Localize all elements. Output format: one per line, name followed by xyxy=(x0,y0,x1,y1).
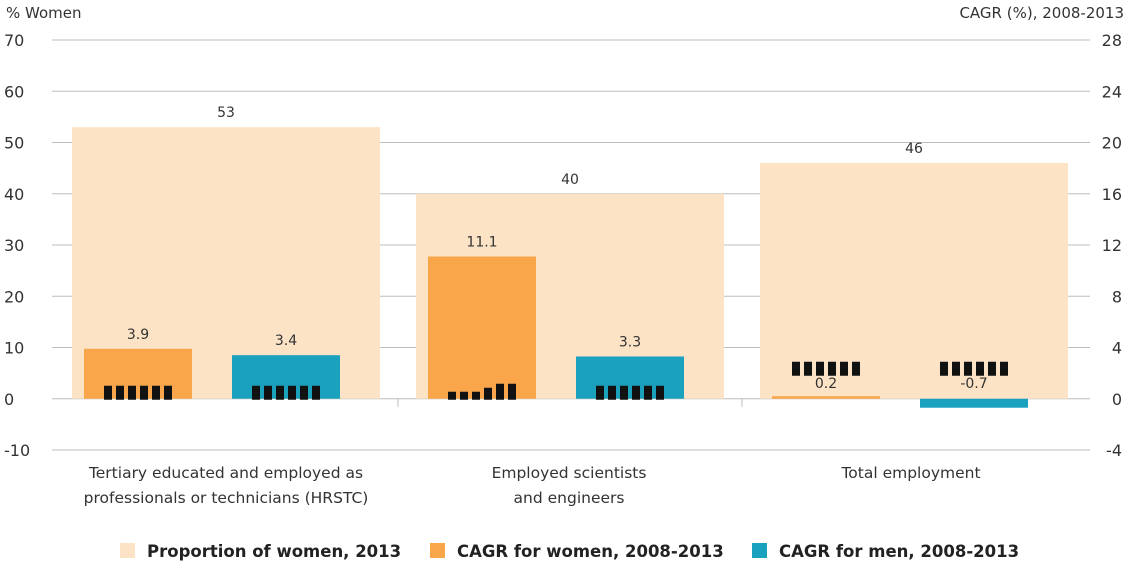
right-tick-label: -4 xyxy=(1106,441,1122,460)
trend-icon-bar xyxy=(300,385,308,400)
cagr-women-bar xyxy=(428,256,536,399)
trend-icon-bar xyxy=(264,385,272,400)
proportion-value-label: 40 xyxy=(561,172,579,188)
trend-icon-bar xyxy=(472,391,480,400)
cagr-women-bar xyxy=(84,348,192,399)
flat-trend-icon xyxy=(252,385,320,400)
right-axis-title: CAGR (%), 2008-2013 xyxy=(959,4,1124,22)
rising-trend-icon xyxy=(448,383,516,400)
trend-icon-bar xyxy=(828,361,836,376)
legend-swatch xyxy=(120,543,135,558)
legend-item: CAGR for women, 2008-2013 xyxy=(430,542,724,561)
legend: Proportion of women, 2013 CAGR for women,… xyxy=(120,542,1019,561)
left-tick-label: 70 xyxy=(4,31,24,50)
right-tick-label: 28 xyxy=(1102,31,1122,50)
cagr-women-value-label: 0.2 xyxy=(815,376,837,392)
trend-icon-bar xyxy=(988,361,996,376)
trend-icon-bar xyxy=(632,385,640,400)
cagr-women-value-label: 3.9 xyxy=(127,327,149,343)
proportion-value-label: 53 xyxy=(217,105,235,121)
flat-trend-icon xyxy=(792,361,860,376)
right-tick-label: 4 xyxy=(1112,339,1122,358)
right-tick-label: 20 xyxy=(1102,134,1122,153)
cagr-men-bar xyxy=(920,398,1028,408)
legend-item: Proportion of women, 2013 xyxy=(120,542,401,561)
trend-icon-bar xyxy=(840,361,848,376)
trend-icon-bar xyxy=(608,385,616,400)
trend-icon-bar xyxy=(252,385,260,400)
trend-icon-bar xyxy=(288,385,296,400)
trend-icons xyxy=(104,361,1008,400)
trend-icon-bar xyxy=(152,385,160,400)
right-tick-label: 24 xyxy=(1102,82,1122,101)
trend-icon-bar xyxy=(448,391,456,400)
category-label: and engineers xyxy=(514,489,625,507)
category-label: Employed scientists xyxy=(492,464,647,482)
right-tick-label: 16 xyxy=(1102,185,1122,204)
left-axis-title: % Women xyxy=(6,4,82,22)
cagr-men-value-label: -0.7 xyxy=(960,376,987,392)
trend-icon-bar xyxy=(460,391,468,400)
legend-label: CAGR for women, 2008-2013 xyxy=(457,542,724,561)
trend-icon-bar xyxy=(140,385,148,400)
left-tick-label: 0 xyxy=(4,390,14,409)
cagr-women-bar xyxy=(772,396,880,399)
flat-trend-icon xyxy=(940,361,1008,376)
trend-icon-bar xyxy=(496,383,504,400)
legend-label: CAGR for men, 2008-2013 xyxy=(779,542,1019,561)
cagr-men-bar xyxy=(232,355,340,399)
trend-icon-bar xyxy=(312,385,320,400)
cagr-women-value-label: 11.1 xyxy=(466,235,497,251)
data-labels: 53 3.9 3.4 40 11.1 3.3 46 0.2 -0.7 xyxy=(127,105,988,392)
cagr-men-value-label: 3.3 xyxy=(619,334,641,350)
category-label: Tertiary educated and employed as xyxy=(88,464,363,482)
category-label: Total employment xyxy=(840,464,980,482)
bars xyxy=(72,127,1068,408)
left-tick-label: 30 xyxy=(4,236,24,255)
legend-item: CAGR for men, 2008-2013 xyxy=(752,542,1019,561)
trend-icon-bar xyxy=(940,361,948,376)
trend-icon-bar xyxy=(792,361,800,376)
trend-icon-bar xyxy=(508,383,516,400)
trend-icon-bar xyxy=(104,385,112,400)
left-tick-label: 20 xyxy=(4,287,24,306)
category-labels: Tertiary educated and employed as profess… xyxy=(84,464,981,507)
trend-icon-bar xyxy=(852,361,860,376)
left-tick-label: 40 xyxy=(4,185,24,204)
legend-swatch xyxy=(752,543,767,558)
trend-icon-bar xyxy=(656,385,664,400)
left-tick-label: -10 xyxy=(4,441,30,460)
left-tick-label: 50 xyxy=(4,134,24,153)
right-tick-label: 12 xyxy=(1102,236,1122,255)
trend-icon-bar xyxy=(164,385,172,400)
left-tick-label: 10 xyxy=(4,339,24,358)
legend-label: Proportion of women, 2013 xyxy=(147,542,401,561)
trend-icon-bar xyxy=(128,385,136,400)
trend-icon-bar xyxy=(976,361,984,376)
trend-icon-bar xyxy=(620,385,628,400)
flat-trend-icon xyxy=(104,385,172,400)
legend-swatch xyxy=(430,543,445,558)
trend-icon-bar xyxy=(276,385,284,400)
flat-trend-icon xyxy=(596,385,664,400)
proportion-bar xyxy=(760,163,1068,399)
cagr-men-value-label: 3.4 xyxy=(275,333,297,349)
trend-icon-bar xyxy=(596,385,604,400)
trend-icon-bar xyxy=(1000,361,1008,376)
category-label: professionals or technicians (HRSTC) xyxy=(84,489,369,507)
right-tick-label: 0 xyxy=(1112,390,1122,409)
proportion-value-label: 46 xyxy=(905,141,923,157)
trend-icon-bar xyxy=(952,361,960,376)
left-tick-label: 60 xyxy=(4,82,24,101)
trend-icon-bar xyxy=(804,361,812,376)
trend-icon-bar xyxy=(816,361,824,376)
trend-icon-bar xyxy=(484,387,492,400)
trend-icon-bar xyxy=(116,385,124,400)
cagr-men-bar xyxy=(576,356,684,399)
right-tick-label: 8 xyxy=(1112,287,1122,306)
trend-icon-bar xyxy=(644,385,652,400)
trend-icon-bar xyxy=(964,361,972,376)
